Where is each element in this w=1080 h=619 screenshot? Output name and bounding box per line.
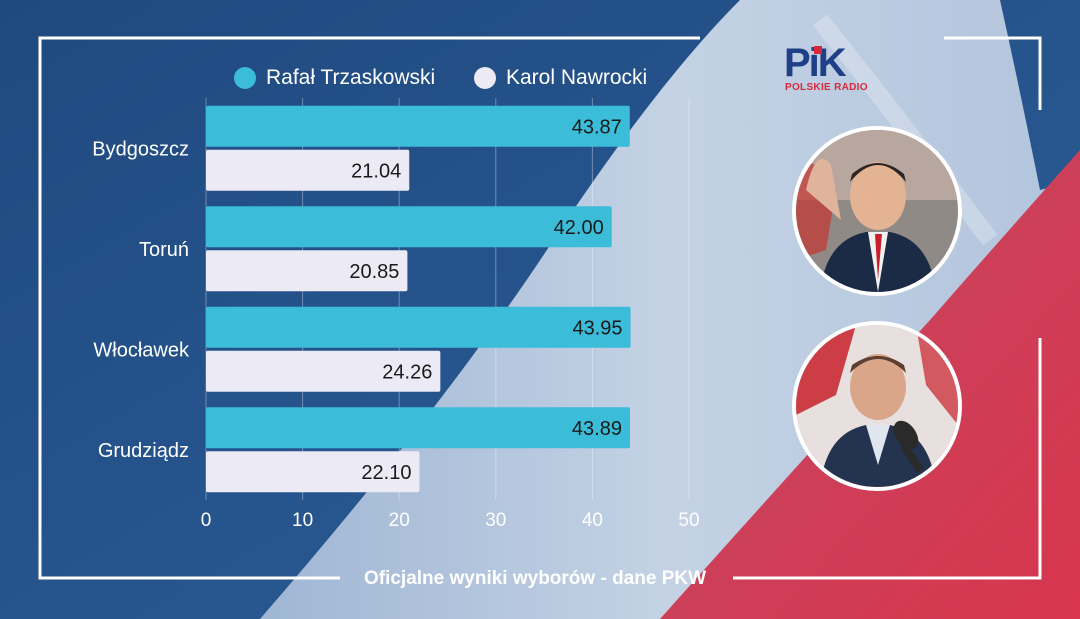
logo-subtitle: POLSKIE RADIO [785,82,868,93]
legend-swatch-nawrocki [474,67,496,89]
category-label: Toruń [139,239,189,261]
legend-label-trzaskowski: Rafał Trzaskowski [266,66,436,89]
data-label: 21.04 [351,160,401,182]
x-tick-label: 50 [678,510,699,531]
legend-swatch-trzaskowski [234,67,256,89]
category-label: Grudziądz [98,440,189,462]
legend-label-nawrocki: Karol Nawrocki [506,66,648,89]
data-label: 42.00 [554,217,604,239]
person-photo-icon [796,325,958,487]
x-tick-label: 10 [292,510,313,531]
bar [206,250,408,292]
x-tick-label: 0 [201,510,212,531]
legend-item-trzaskowski: Rafał Trzaskowski [234,66,435,90]
chart-caption: Oficjalne wyniki wyborów - dane PKW [363,568,707,589]
bar [206,306,631,348]
data-label: 20.85 [349,261,399,283]
category-label: Włocławek [93,339,190,361]
data-label: 43.87 [572,116,622,138]
portrait-trzaskowski [792,126,962,296]
legend-item-nawrocki: Karol Nawrocki [474,66,647,90]
portrait-nawrocki [792,321,962,491]
data-label: 24.26 [382,361,432,383]
bar [206,350,441,392]
bar [206,407,630,449]
bar [206,105,630,147]
data-label: 43.89 [572,418,622,440]
person-photo-icon [796,130,958,292]
data-label: 43.95 [572,317,622,339]
data-label: 22.10 [361,462,411,484]
x-tick-label: 40 [582,510,603,531]
polskie-radio-pik-logo: PiK [784,41,849,85]
bar [206,149,410,191]
x-tick-label: 20 [389,510,410,531]
x-tick-label: 30 [485,510,506,531]
bar [206,451,420,493]
bar [206,206,612,248]
category-label: Bydgoszcz [92,138,189,160]
